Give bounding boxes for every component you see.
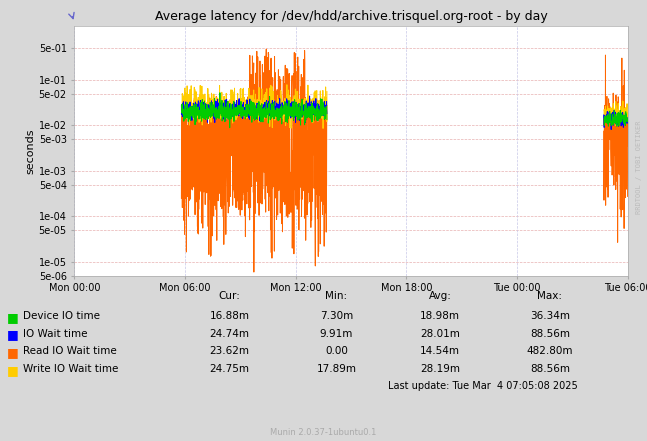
Text: 0.00: 0.00 (325, 346, 348, 356)
Text: ■: ■ (6, 329, 18, 341)
Text: ■: ■ (6, 346, 18, 359)
Text: 28.01m: 28.01m (420, 329, 460, 339)
Text: Max:: Max: (538, 291, 562, 301)
Text: 9.91m: 9.91m (320, 329, 353, 339)
Y-axis label: seconds: seconds (26, 128, 36, 174)
Text: 482.80m: 482.80m (527, 346, 573, 356)
Text: Min:: Min: (325, 291, 347, 301)
Text: Read IO Wait time: Read IO Wait time (23, 346, 116, 356)
Text: Avg:: Avg: (428, 291, 452, 301)
Text: 18.98m: 18.98m (420, 311, 460, 321)
Text: Cur:: Cur: (219, 291, 241, 301)
Text: RRDTOOL / TOBI OETIKER: RRDTOOL / TOBI OETIKER (637, 121, 642, 214)
Text: 16.88m: 16.88m (210, 311, 250, 321)
Text: 17.89m: 17.89m (316, 364, 356, 374)
Text: 88.56m: 88.56m (530, 364, 570, 374)
Text: IO Wait time: IO Wait time (23, 329, 87, 339)
Text: Device IO time: Device IO time (23, 311, 100, 321)
Text: 24.74m: 24.74m (210, 329, 250, 339)
Text: 88.56m: 88.56m (530, 329, 570, 339)
Text: Last update: Tue Mar  4 07:05:08 2025: Last update: Tue Mar 4 07:05:08 2025 (388, 381, 578, 392)
Text: ■: ■ (6, 311, 18, 324)
Text: 36.34m: 36.34m (530, 311, 570, 321)
Text: 28.19m: 28.19m (420, 364, 460, 374)
Text: ■: ■ (6, 364, 18, 377)
Text: Munin 2.0.37-1ubuntu0.1: Munin 2.0.37-1ubuntu0.1 (270, 428, 377, 437)
Text: Write IO Wait time: Write IO Wait time (23, 364, 118, 374)
Text: 24.75m: 24.75m (210, 364, 250, 374)
Text: 14.54m: 14.54m (420, 346, 460, 356)
Text: 7.30m: 7.30m (320, 311, 353, 321)
Title: Average latency for /dev/hdd/archive.trisquel.org-root - by day: Average latency for /dev/hdd/archive.tri… (155, 10, 547, 22)
Text: 23.62m: 23.62m (210, 346, 250, 356)
